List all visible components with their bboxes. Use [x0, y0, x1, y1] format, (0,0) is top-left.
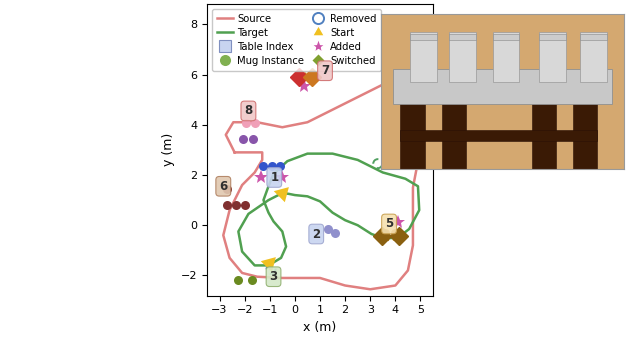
- X-axis label: x (m): x (m): [303, 321, 337, 334]
- Y-axis label: y (m): y (m): [162, 133, 175, 167]
- Bar: [400, 130, 597, 141]
- Text: 1: 1: [270, 171, 278, 184]
- Legend: Source, Target, Table Index, Mug Instance, Removed, Start, Added, Switched: Source, Target, Table Index, Mug Instanc…: [212, 9, 381, 71]
- Bar: [442, 101, 466, 169]
- Bar: [400, 101, 424, 169]
- Bar: [493, 32, 520, 82]
- Bar: [449, 34, 476, 40]
- Bar: [381, 99, 624, 169]
- Bar: [532, 101, 556, 169]
- Text: 5: 5: [385, 217, 393, 231]
- Bar: [393, 70, 612, 104]
- Bar: [573, 101, 597, 169]
- Text: 2: 2: [312, 227, 320, 241]
- Bar: [539, 32, 566, 82]
- Text: 4: 4: [387, 150, 396, 163]
- Bar: [410, 32, 436, 82]
- Text: 8: 8: [244, 104, 253, 117]
- Bar: [410, 34, 436, 40]
- Bar: [449, 32, 476, 82]
- Text: 3: 3: [269, 270, 278, 283]
- Text: 7: 7: [321, 64, 329, 77]
- Bar: [580, 34, 607, 40]
- Text: 6: 6: [219, 180, 227, 193]
- Bar: [493, 34, 520, 40]
- Bar: [539, 34, 566, 40]
- Bar: [580, 32, 607, 82]
